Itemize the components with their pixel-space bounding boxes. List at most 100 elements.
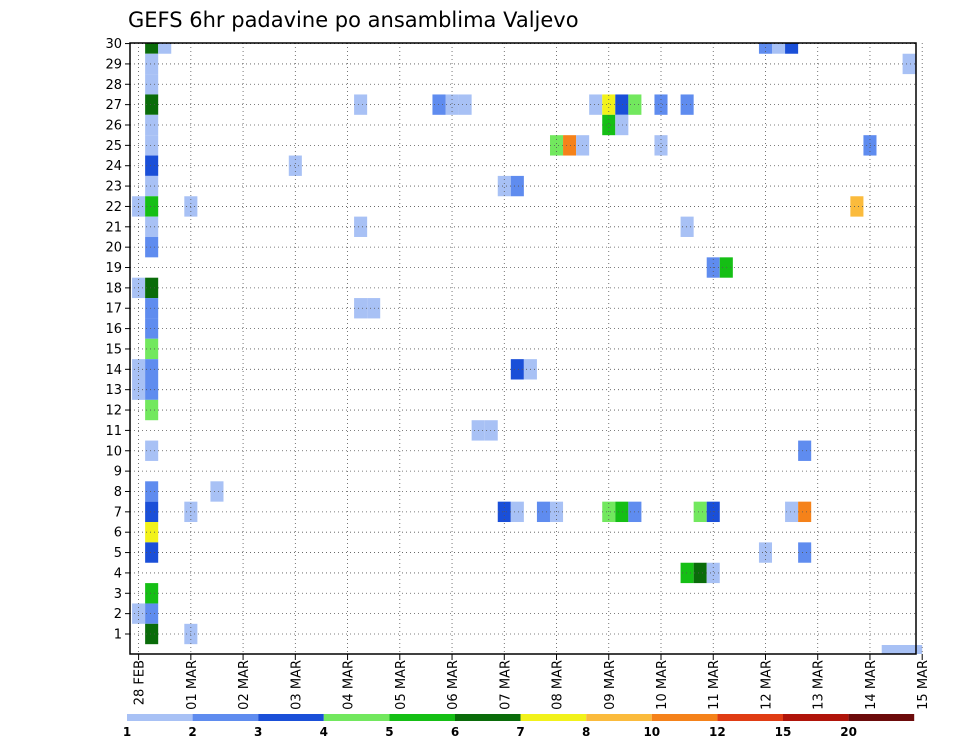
x-tick-label: 03 MAR (289, 660, 304, 710)
y-tick-label: 21 (105, 220, 122, 235)
heatmap-cell (145, 237, 158, 257)
heatmap-cell (145, 43, 158, 54)
colorbar-swatch (652, 714, 718, 721)
colorbar-swatch (258, 714, 324, 721)
y-tick-label: 28 (105, 78, 122, 93)
heatmap-cell (145, 115, 158, 135)
y-tick-label: 4 (114, 566, 122, 581)
colorbar-swatch (586, 714, 652, 721)
y-tick-label: 22 (105, 200, 122, 215)
heatmap-cell (798, 441, 811, 461)
heatmap-cell (145, 542, 158, 562)
colorbar-swatch (849, 714, 915, 721)
x-tick-label: 15 MAR (916, 660, 931, 710)
heatmap-cell (498, 176, 511, 196)
colorbar-label: 6 (451, 725, 459, 739)
heatmap-cell (145, 481, 158, 501)
y-tick-label: 27 (105, 98, 122, 113)
colorbar-swatch (717, 714, 783, 721)
x-tick-label: 11 MAR (707, 660, 722, 710)
y-tick-label: 9 (114, 465, 122, 480)
y-tick-label: 15 (105, 342, 122, 357)
heatmap-cell (354, 298, 367, 318)
colorbar-label: 7 (516, 725, 524, 739)
y-tick-label: 20 (105, 241, 122, 256)
colorbar-label: 3 (254, 725, 262, 739)
colorbar-swatch (783, 714, 849, 721)
x-tick-label: 13 MAR (812, 660, 827, 710)
y-tick-label: 8 (114, 485, 122, 500)
y-tick-label: 14 (105, 363, 122, 378)
heatmap-cell (158, 43, 171, 54)
plot-frame (130, 43, 916, 654)
x-tick-label: 08 MAR (551, 660, 566, 710)
y-tick-label: 13 (105, 383, 122, 398)
y-tick-label: 18 (105, 281, 122, 296)
x-tick-label: 01 MAR (185, 660, 200, 710)
heatmap-cell (785, 502, 798, 522)
heatmap-cell (145, 196, 158, 216)
heatmap-cell (210, 481, 223, 501)
colorbar-label: 10 (643, 725, 660, 739)
heatmap-cell (798, 502, 811, 522)
heatmap-cell (694, 563, 707, 583)
x-tick-label: 07 MAR (498, 660, 513, 710)
heatmap-cell (145, 359, 158, 379)
cells-layer (132, 43, 922, 654)
heatmap-cell (354, 94, 367, 114)
colorbar-swatch (324, 714, 390, 721)
heatmap-cell (145, 502, 158, 522)
heatmap-cell (145, 441, 158, 461)
heatmap-cell (798, 542, 811, 562)
y-tick-label: 3 (114, 587, 122, 602)
chart-title: GEFS 6hr padavine po ansamblima Valjevo (128, 8, 579, 32)
heatmap-cell (145, 135, 158, 155)
heatmap-cell (511, 359, 524, 379)
y-tick-label: 6 (114, 526, 122, 541)
x-tick-label: 04 MAR (342, 660, 357, 710)
colorbar-label: 20 (840, 725, 857, 739)
y-tick-label: 5 (114, 546, 122, 561)
y-tick-label: 12 (105, 404, 122, 419)
heatmap-cell (903, 54, 916, 74)
x-tick-label: 02 MAR (237, 660, 252, 710)
x-tick-label: 12 MAR (759, 660, 774, 710)
heatmap-cell (145, 278, 158, 298)
heatmap-cell (785, 43, 798, 54)
heatmap-cell (707, 563, 720, 583)
y-tick-label: 29 (105, 57, 122, 72)
heatmap-cell (772, 43, 785, 54)
heatmap-cell (145, 603, 158, 623)
colorbar-swatch (193, 714, 259, 721)
x-tick-label: 06 MAR (446, 660, 461, 710)
colorbar-label: 5 (385, 725, 393, 739)
heatmap-cell (511, 502, 524, 522)
y-tick-label: 19 (105, 261, 122, 276)
colorbar-swatch (389, 714, 455, 721)
heatmap-cell (145, 339, 158, 359)
y-tick-label: 11 (105, 424, 122, 439)
y-tick-label: 24 (105, 159, 122, 174)
heatmap-cell (759, 43, 772, 54)
heatmap-cell (145, 298, 158, 318)
heatmap-cell (145, 380, 158, 400)
colorbar-label: 1 (123, 725, 131, 739)
y-tick-label: 1 (114, 628, 122, 643)
x-tick-label: 14 MAR (864, 660, 879, 710)
x-tick-label: 05 MAR (394, 660, 409, 710)
heatmap-cell (602, 115, 615, 135)
heatmap-cell (145, 522, 158, 542)
y-tick-label: 7 (114, 505, 122, 520)
y-tick-label: 2 (114, 607, 122, 622)
heatmap-cell (145, 318, 158, 338)
heatmap-cell (145, 54, 158, 74)
x-tick-label: 09 MAR (603, 660, 618, 710)
heatmap-cell (145, 217, 158, 237)
colorbar-label: 12 (709, 725, 726, 739)
heatmap-cell (145, 74, 158, 94)
heatmap-cell (145, 583, 158, 603)
heatmap-cell (145, 400, 158, 420)
